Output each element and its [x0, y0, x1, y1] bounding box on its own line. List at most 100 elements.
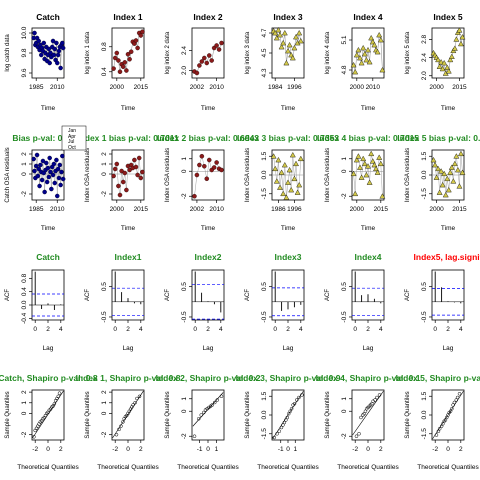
residual-point	[374, 169, 381, 175]
data-point	[360, 44, 367, 51]
residual-point	[47, 155, 52, 161]
y-tick-label: 0	[101, 172, 108, 176]
y-tick-label: 2.0	[421, 71, 428, 80]
panel-title: Index 4	[353, 12, 383, 22]
data-point	[293, 33, 299, 40]
residual-point	[432, 161, 438, 168]
plot-frame	[111, 269, 145, 321]
panel-title: Index2	[195, 252, 222, 262]
data-point	[117, 69, 123, 75]
panel-title: Index 3, Shapiro p-val: 0.9	[236, 373, 341, 383]
residual-point	[60, 153, 65, 159]
x-tick-label: 2015	[134, 206, 149, 213]
residual-point	[120, 179, 126, 185]
x-tick-label: 0	[206, 446, 210, 453]
legend-item-oct: Oct	[68, 145, 76, 151]
legend-item-jan: Jan	[68, 128, 76, 134]
data-point	[278, 43, 285, 50]
data-point	[56, 48, 62, 54]
x-tick-label: 2000	[110, 206, 125, 213]
series-line	[273, 154, 301, 198]
y-tick-label: 0.8	[101, 42, 108, 51]
panel-0-0: Catch log catch data Time 1985 2010 9.6 9.8 10.…	[5, 12, 66, 112]
plot-frame	[111, 27, 145, 79]
y-axis-label: ACF	[5, 289, 11, 301]
y-axis-label: Sample Quantiles	[5, 391, 11, 438]
panel-0-1: Index 1 log index 1 data Time 2000 2015 0.4 0.…	[85, 12, 148, 112]
x-tick-label: 2010	[50, 206, 65, 213]
residual-point	[288, 186, 295, 193]
residual-point	[369, 158, 376, 164]
panel-title: Index 1	[113, 12, 143, 22]
y-axis-label: Index OSA residuals	[405, 148, 411, 202]
data-point	[133, 38, 139, 43]
residual-point	[132, 157, 137, 163]
x-tick-label: 2000	[429, 84, 444, 91]
panel-2-4: Index4 ACF Lag 0 2 4 -0.5 0.5	[325, 252, 385, 352]
residual-point	[44, 160, 49, 166]
residual-point	[214, 160, 219, 165]
data-point	[39, 52, 44, 58]
plot-frame	[31, 149, 65, 201]
qq-point	[277, 429, 282, 433]
data-point	[273, 34, 280, 41]
y-axis-label: Index OSA residuals	[245, 148, 251, 202]
qq-point	[281, 423, 285, 427]
residual-point	[277, 184, 283, 190]
qq-point	[294, 398, 299, 402]
data-point	[444, 64, 451, 70]
x-axis-label: Time	[201, 225, 216, 232]
residual-point	[42, 189, 47, 195]
qq-point	[434, 433, 439, 437]
qq-point	[212, 400, 217, 405]
qq-point	[279, 425, 284, 430]
y-tick-label: 4.3	[261, 68, 268, 77]
x-tick-label: 0	[433, 326, 437, 333]
panel-1-1: Index 1 bias p-val: 0.7011 Index OSA resi…	[77, 133, 179, 232]
panel-title: Index 5	[433, 12, 463, 22]
y-tick-label: 0.8	[21, 273, 28, 282]
y-tick-label: 9.8	[21, 48, 28, 57]
residual-point	[360, 155, 367, 162]
residual-point	[58, 182, 63, 188]
qq-point	[114, 432, 119, 437]
residual-point	[453, 153, 460, 159]
data-point	[197, 63, 202, 68]
qq-point	[137, 394, 142, 399]
data-point	[281, 29, 288, 36]
x-tick-label: 1986	[271, 206, 286, 213]
qq-point	[300, 393, 304, 397]
y-tick-label: 0	[181, 169, 188, 173]
residual-point	[281, 161, 288, 168]
y-tick-label: 1	[101, 401, 108, 405]
x-tick-label: 2002	[190, 84, 205, 91]
residual-point	[376, 154, 383, 160]
data-point	[50, 38, 56, 44]
data-point	[352, 68, 359, 75]
x-tick-label: 2	[366, 326, 370, 333]
x-tick-label: 2000	[429, 206, 444, 213]
residual-point	[283, 194, 290, 200]
data-point	[379, 66, 386, 73]
qq-point	[284, 418, 288, 422]
y-axis-label: log index 4 data	[325, 31, 331, 74]
residual-point	[289, 151, 296, 158]
x-axis-label: Time	[121, 105, 136, 112]
panel-0-5: Index 5 log index 5 data Time 2000 2015 2.0 2.…	[405, 12, 467, 112]
data-point	[135, 45, 140, 51]
x-tick-label: -1	[278, 446, 284, 453]
data-point	[52, 46, 57, 52]
residual-point	[454, 166, 461, 173]
x-tick-label: -1	[197, 446, 203, 453]
residual-point	[357, 164, 363, 170]
legend-box	[61, 125, 87, 151]
x-axis-label: Time	[41, 225, 56, 232]
qq-point	[450, 407, 454, 411]
data-point	[32, 30, 37, 36]
y-tick-label: 0.5	[181, 282, 188, 291]
y-axis-label: Catch OSA residuals	[5, 147, 11, 202]
x-tick-label: 2000	[350, 206, 365, 213]
residual-point	[45, 165, 51, 171]
y-axis-label: Index OSA residuals	[325, 148, 331, 202]
